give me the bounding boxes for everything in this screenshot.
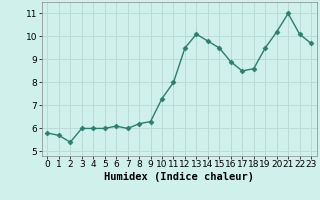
X-axis label: Humidex (Indice chaleur): Humidex (Indice chaleur) <box>104 172 254 182</box>
